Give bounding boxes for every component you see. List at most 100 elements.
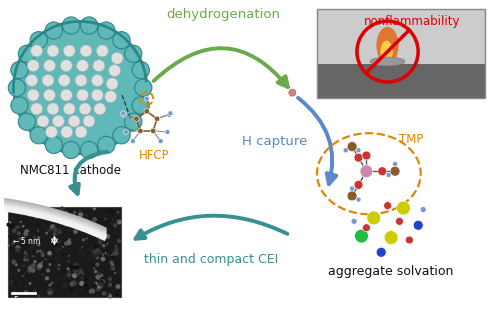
Circle shape <box>14 21 146 154</box>
Circle shape <box>62 253 64 256</box>
Circle shape <box>289 89 296 96</box>
Circle shape <box>104 252 108 254</box>
Circle shape <box>64 211 68 214</box>
Circle shape <box>115 273 117 275</box>
Circle shape <box>105 234 110 239</box>
Circle shape <box>62 246 64 248</box>
Circle shape <box>150 128 156 133</box>
Circle shape <box>67 259 70 263</box>
Circle shape <box>31 245 34 248</box>
Circle shape <box>92 238 96 242</box>
Circle shape <box>40 251 44 256</box>
Circle shape <box>82 238 85 241</box>
Circle shape <box>44 89 56 101</box>
Circle shape <box>75 271 80 275</box>
Circle shape <box>8 207 10 209</box>
Circle shape <box>38 295 40 297</box>
Circle shape <box>63 284 68 288</box>
Circle shape <box>47 227 52 232</box>
Circle shape <box>384 231 398 244</box>
Circle shape <box>16 247 20 252</box>
Circle shape <box>158 139 163 144</box>
Circle shape <box>117 239 121 243</box>
Circle shape <box>35 209 37 211</box>
Circle shape <box>390 166 400 176</box>
Circle shape <box>47 45 59 57</box>
Circle shape <box>68 223 70 225</box>
Circle shape <box>110 263 114 266</box>
Circle shape <box>99 283 102 286</box>
Circle shape <box>73 230 78 234</box>
Circle shape <box>116 219 119 223</box>
Circle shape <box>19 226 20 228</box>
Circle shape <box>76 60 88 72</box>
Circle shape <box>96 45 108 57</box>
Circle shape <box>66 267 70 270</box>
Circle shape <box>108 254 110 256</box>
Circle shape <box>53 230 59 236</box>
Circle shape <box>85 219 88 222</box>
Circle shape <box>90 289 95 294</box>
Circle shape <box>86 230 87 231</box>
Circle shape <box>12 260 16 264</box>
Circle shape <box>406 236 413 244</box>
Circle shape <box>106 282 109 285</box>
Circle shape <box>100 249 102 251</box>
Circle shape <box>58 219 62 224</box>
Circle shape <box>354 229 368 243</box>
Circle shape <box>44 226 46 228</box>
Circle shape <box>24 255 27 259</box>
Circle shape <box>100 284 102 287</box>
Circle shape <box>105 249 110 253</box>
Circle shape <box>84 276 89 282</box>
Circle shape <box>68 270 70 272</box>
Text: HFCP: HFCP <box>139 149 170 162</box>
FancyArrowPatch shape <box>136 216 288 239</box>
Ellipse shape <box>380 41 392 63</box>
Circle shape <box>26 74 38 86</box>
Circle shape <box>168 111 173 116</box>
Circle shape <box>80 263 81 264</box>
Circle shape <box>72 213 75 217</box>
Circle shape <box>52 227 58 232</box>
Circle shape <box>84 283 88 287</box>
Circle shape <box>10 271 12 273</box>
Circle shape <box>88 289 94 294</box>
Circle shape <box>96 272 101 276</box>
Circle shape <box>48 287 52 291</box>
Circle shape <box>63 277 65 279</box>
Circle shape <box>32 255 36 258</box>
Circle shape <box>110 254 113 256</box>
Circle shape <box>85 257 87 260</box>
Circle shape <box>74 211 76 213</box>
Circle shape <box>57 239 62 244</box>
Circle shape <box>34 227 36 229</box>
Circle shape <box>167 112 172 117</box>
Circle shape <box>110 222 112 225</box>
Circle shape <box>74 208 77 211</box>
Circle shape <box>18 45 36 62</box>
Circle shape <box>360 165 373 178</box>
Circle shape <box>22 275 24 277</box>
FancyArrowPatch shape <box>70 152 107 194</box>
Circle shape <box>12 259 16 264</box>
Circle shape <box>47 251 52 255</box>
Circle shape <box>24 229 28 233</box>
Circle shape <box>22 265 25 267</box>
Circle shape <box>93 267 96 270</box>
Circle shape <box>112 251 117 256</box>
Circle shape <box>115 270 120 274</box>
Circle shape <box>116 284 120 289</box>
Circle shape <box>47 257 50 261</box>
Circle shape <box>111 267 114 270</box>
Circle shape <box>61 126 72 138</box>
Circle shape <box>42 234 46 238</box>
Circle shape <box>396 217 404 225</box>
Text: aggregate solvation: aggregate solvation <box>328 265 454 278</box>
Circle shape <box>132 97 150 114</box>
Circle shape <box>67 267 70 269</box>
Circle shape <box>55 256 59 260</box>
Circle shape <box>114 207 116 209</box>
FancyArrowPatch shape <box>298 98 337 184</box>
Circle shape <box>42 274 44 275</box>
